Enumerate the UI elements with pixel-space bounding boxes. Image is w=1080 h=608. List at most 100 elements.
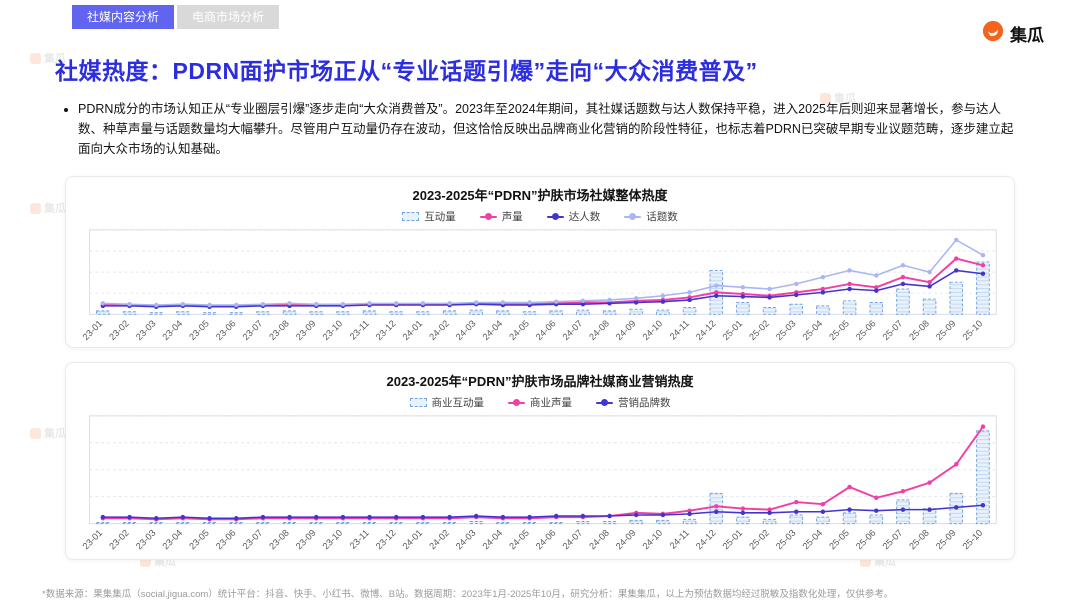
svg-text:23-10: 23-10 bbox=[321, 528, 345, 552]
chart-card-overall-heat: 2023-2025年“PDRN”护肤市场社媒整体热度 互动量 声量 达人数 话题数 2… bbox=[65, 176, 1015, 348]
svg-text:25-07: 25-07 bbox=[881, 318, 905, 342]
svg-text:25-04: 25-04 bbox=[801, 528, 825, 552]
legend-item-商业互动量[interactable]: 商业互动量 bbox=[409, 395, 485, 410]
svg-text:24-09: 24-09 bbox=[614, 528, 638, 552]
svg-text:25-02: 25-02 bbox=[747, 528, 771, 552]
tab-ecommerce-market-analysis[interactable]: 电商市场分析 bbox=[177, 5, 280, 30]
svg-text:25-09: 25-09 bbox=[934, 528, 958, 552]
svg-text:25-01: 25-01 bbox=[721, 318, 745, 342]
svg-text:23-09: 23-09 bbox=[294, 318, 318, 342]
legend-item-达人数[interactable]: 达人数 bbox=[546, 209, 601, 224]
svg-text:23-05: 23-05 bbox=[187, 528, 211, 552]
chart-legend-overall: 互动量 声量 达人数 话题数 bbox=[74, 209, 1006, 224]
svg-text:25-03: 25-03 bbox=[774, 318, 798, 342]
svg-text:25-09: 25-09 bbox=[934, 318, 958, 342]
legend-line-swatch bbox=[596, 399, 613, 406]
svg-text:25-10: 25-10 bbox=[961, 318, 985, 342]
watermark: 集瓜 bbox=[30, 200, 66, 216]
summary-paragraph: PDRN成分的市场认知正从“专业圈层引爆”逐步走向“大众消费普及”。2023年至… bbox=[62, 100, 1024, 159]
svg-text:23-04: 23-04 bbox=[161, 528, 185, 552]
chart-legend-commercial: 商业互动量 商业声量 营销品牌数 bbox=[74, 395, 1006, 410]
svg-text:25-06: 25-06 bbox=[854, 318, 878, 342]
svg-text:24-09: 24-09 bbox=[614, 318, 638, 342]
svg-text:23-11: 23-11 bbox=[348, 318, 371, 341]
svg-text:23-11: 23-11 bbox=[348, 528, 371, 551]
svg-text:23-01: 23-01 bbox=[81, 318, 105, 342]
svg-text:24-06: 24-06 bbox=[534, 528, 558, 552]
legend-item-商业声量[interactable]: 商业声量 bbox=[508, 395, 572, 410]
legend-label: 营销品牌数 bbox=[618, 397, 671, 409]
svg-text:25-04: 25-04 bbox=[801, 318, 825, 342]
svg-text:25-02: 25-02 bbox=[747, 318, 771, 342]
brand-logo-icon bbox=[982, 20, 1004, 47]
svg-text:24-08: 24-08 bbox=[587, 318, 611, 342]
legend-item-话题数[interactable]: 话题数 bbox=[624, 209, 678, 224]
svg-text:24-12: 24-12 bbox=[694, 528, 718, 552]
svg-text:25-08: 25-08 bbox=[907, 528, 931, 552]
chart-plot-commercial: 23-01 23-02 23-03 23-04 23-05 23-06 23-07 23-08… bbox=[81, 415, 997, 552]
svg-text:23-08: 23-08 bbox=[267, 318, 291, 342]
svg-text:23-03: 23-03 bbox=[134, 318, 158, 342]
svg-text:24-11: 24-11 bbox=[668, 318, 691, 341]
legend-label: 商业互动量 bbox=[431, 397, 485, 409]
legend-label: 话题数 bbox=[646, 211, 678, 223]
legend-bar-swatch bbox=[402, 212, 420, 221]
chart-card-commercial-heat: 2023-2025年“PDRN”护肤市场品牌社媒商业营销热度 商业互动量 商业声量… bbox=[65, 362, 1015, 560]
svg-text:24-03: 24-03 bbox=[454, 318, 478, 342]
watermark-text: 集瓜 bbox=[44, 428, 66, 440]
chart-title-commercial: 2023-2025年“PDRN”护肤市场品牌社媒商业营销热度 bbox=[386, 374, 694, 389]
svg-text:24-07: 24-07 bbox=[561, 318, 585, 342]
svg-text:24-10: 24-10 bbox=[641, 528, 665, 552]
svg-text:23-05: 23-05 bbox=[187, 318, 211, 342]
svg-text:23-02: 23-02 bbox=[107, 318, 131, 342]
legend-item-声量[interactable]: 声量 bbox=[479, 209, 523, 224]
svg-text:24-07: 24-07 bbox=[561, 528, 585, 552]
tab-social-content-analysis[interactable]: 社媒内容分析 bbox=[72, 5, 175, 30]
legend-item-互动量[interactable]: 互动量 bbox=[402, 209, 456, 224]
svg-text:24-11: 24-11 bbox=[668, 528, 691, 551]
svg-text:23-07: 23-07 bbox=[241, 528, 265, 552]
svg-text:23-12: 23-12 bbox=[374, 528, 398, 552]
legend-bar-swatch bbox=[409, 398, 427, 407]
svg-text:23-10: 23-10 bbox=[321, 318, 345, 342]
legend-line-swatch bbox=[546, 213, 564, 220]
top-tabs: 社媒内容分析 电商市场分析 bbox=[72, 5, 280, 30]
svg-text:24-01: 24-01 bbox=[401, 528, 425, 552]
watermark-text: 集瓜 bbox=[44, 203, 66, 215]
svg-text:25-08: 25-08 bbox=[907, 318, 931, 342]
legend-line-swatch bbox=[479, 213, 497, 220]
legend-item-营销品牌数[interactable]: 营销品牌数 bbox=[596, 395, 671, 410]
svg-text:24-03: 24-03 bbox=[454, 528, 478, 552]
data-source-note: *数据来源：果集集瓜（social.jigua.com）统计平台：抖音、快手、小… bbox=[42, 589, 894, 600]
legend-label: 声量 bbox=[501, 211, 523, 223]
watermark-logo-icon bbox=[30, 52, 41, 64]
svg-text:23-07: 23-07 bbox=[241, 318, 265, 342]
svg-text:23-02: 23-02 bbox=[107, 528, 131, 552]
svg-text:25-05: 25-05 bbox=[827, 318, 851, 342]
svg-text:24-01: 24-01 bbox=[401, 318, 425, 342]
summary-bullet: PDRN成分的市场认知正从“专业圈层引爆”逐步走向“大众消费普及”。2023年至… bbox=[78, 100, 1024, 159]
svg-text:23-12: 23-12 bbox=[374, 318, 398, 342]
svg-text:24-04: 24-04 bbox=[481, 318, 505, 342]
svg-text:24-02: 24-02 bbox=[427, 528, 451, 552]
legend-line-swatch bbox=[624, 213, 642, 220]
brand-logo: 集瓜 bbox=[982, 20, 1044, 47]
svg-text:23-09: 23-09 bbox=[294, 528, 318, 552]
svg-text:25-07: 25-07 bbox=[881, 528, 905, 552]
svg-text:23-03: 23-03 bbox=[134, 528, 158, 552]
svg-text:24-06: 24-06 bbox=[534, 318, 558, 342]
svg-text:23-06: 23-06 bbox=[214, 528, 238, 552]
svg-text:23-06: 23-06 bbox=[214, 318, 238, 342]
svg-text:24-05: 24-05 bbox=[507, 528, 531, 552]
watermark: 集瓜 bbox=[30, 425, 66, 441]
svg-text:23-04: 23-04 bbox=[161, 318, 185, 342]
svg-text:25-10: 25-10 bbox=[961, 528, 985, 552]
svg-text:24-10: 24-10 bbox=[641, 318, 665, 342]
svg-text:24-08: 24-08 bbox=[587, 528, 611, 552]
legend-label: 商业声量 bbox=[530, 397, 572, 409]
legend-label: 达人数 bbox=[568, 211, 601, 223]
svg-text:25-01: 25-01 bbox=[721, 528, 745, 552]
legend-line-swatch bbox=[508, 399, 525, 406]
svg-text:24-04: 24-04 bbox=[481, 528, 505, 552]
